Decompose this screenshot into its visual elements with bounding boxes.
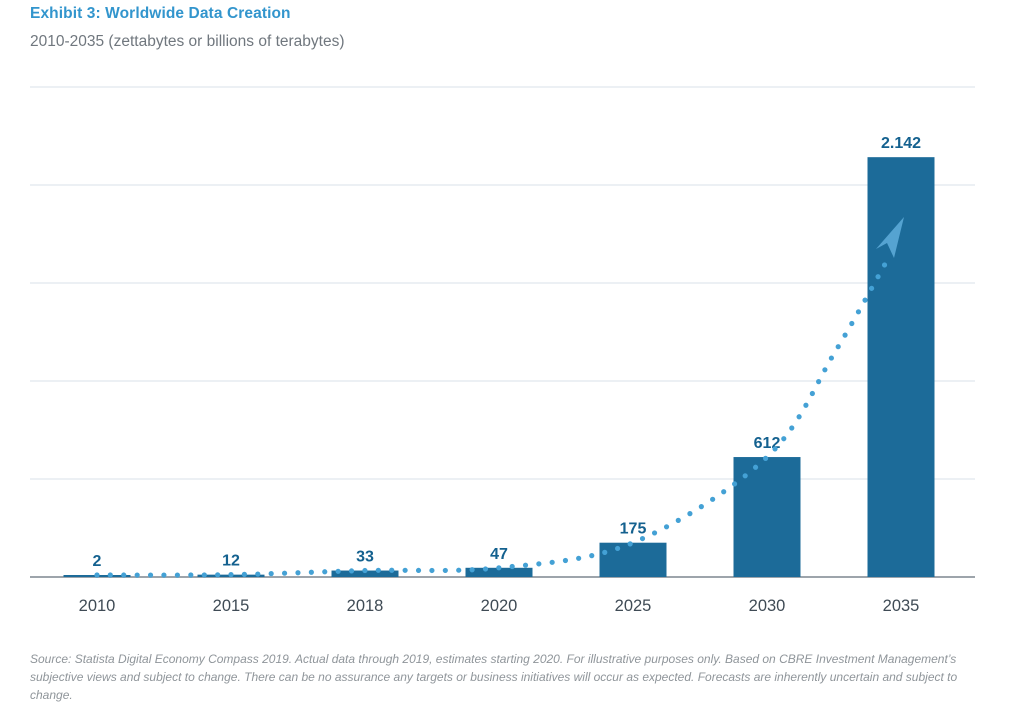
x-tick-label: 2025 [615,597,652,615]
bar-value-label: 2 [93,553,102,570]
bar-value-label: 2.142 [881,135,921,152]
bar-value-label: 12 [222,553,240,570]
chart-title: Exhibit 3: Worldwide Data Creation [30,5,291,22]
x-tick-label: 2030 [749,597,786,615]
trend-arrow-icon [876,217,904,258]
x-tick-label: 2018 [347,597,384,615]
chart-subtitle: 2010-2035 (zettabytes or billions of ter… [30,33,345,50]
bar-value-label: 47 [490,546,508,563]
x-tick-label: 2020 [481,597,518,615]
bar-chart: 2 2010 12 2015 33 2018 47 2020 175 2025 612 2030 2.1… [30,86,975,615]
source-note: Source: Statista Digital Economy Compass… [30,652,958,702]
bar [599,542,667,577]
chart-canvas: 22010122015332018472020175202561220302.1… [30,86,975,615]
trend-dotted-line [94,254,892,578]
bar [331,570,399,577]
bar-value-label: 33 [356,549,374,566]
bar-value-label: 175 [620,521,647,538]
bar [867,157,935,577]
x-tick-label: 2015 [213,597,250,615]
x-tick-label: 2010 [79,597,116,615]
bar [465,567,533,577]
x-tick-label: 2035 [883,597,920,615]
